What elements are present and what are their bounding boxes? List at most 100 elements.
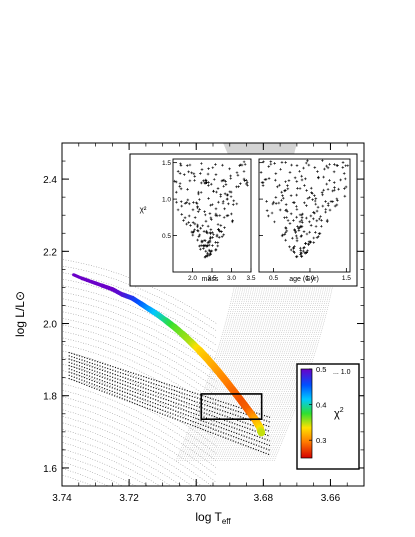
model-track-line: [239, 179, 314, 461]
inset-point: [307, 242, 310, 246]
inset-point: [321, 159, 324, 162]
colorbar-top-note: ... 1.0: [333, 369, 351, 376]
inset-point: [216, 244, 220, 248]
inset-point: [269, 160, 273, 163]
inset-point: [216, 241, 220, 245]
inset-point: [274, 202, 278, 205]
inset-point: [219, 224, 223, 227]
model-track-line: [193, 179, 269, 461]
inset-point: [324, 200, 327, 203]
model-track-line: [191, 179, 266, 461]
inset-point: [304, 177, 307, 181]
model-track-line: [241, 179, 317, 461]
inset-point: [294, 234, 298, 238]
colorbar-label: χ2: [334, 407, 344, 420]
inset-point: [284, 161, 287, 164]
inset-point: [228, 167, 231, 171]
inset-point: [218, 214, 222, 217]
inset-point: [191, 208, 195, 212]
inset-point: [207, 167, 210, 170]
inset-point: [223, 226, 226, 229]
model-track-line: [260, 179, 336, 461]
model-track-line: [62, 331, 217, 404]
model-track-line: [62, 285, 217, 353]
inset-point: [205, 244, 208, 248]
inset-point: [300, 225, 304, 228]
inset-point: [206, 231, 210, 235]
inset-point: [214, 207, 218, 211]
inset-point: [217, 228, 221, 231]
inset-point: [318, 232, 322, 235]
inset-point: [176, 208, 180, 212]
inset-point: [207, 243, 211, 247]
inset-point: [179, 187, 183, 191]
inset-point: [298, 226, 301, 230]
inset-point: [183, 202, 187, 205]
model-track-line: [269, 179, 345, 461]
model-track-line: [206, 179, 282, 461]
inset-point: [285, 210, 289, 213]
inset-point: [224, 179, 227, 183]
band-track: [68, 368, 271, 442]
inset-point: [199, 247, 202, 251]
colorbar-gradient: [300, 368, 313, 459]
inset-point: [290, 163, 293, 167]
inset-point: [292, 247, 295, 250]
inset-point: [196, 223, 200, 227]
inset-point: [201, 224, 205, 228]
inset-x-tick-label: 2.0: [188, 275, 197, 282]
inset-point: [211, 203, 214, 206]
inset-point: [328, 178, 331, 182]
inset-point: [244, 182, 248, 186]
inset-point: [245, 181, 249, 184]
inset-x-tick-label: 1.0: [305, 275, 314, 282]
inset-point: [304, 242, 307, 245]
inset-point: [195, 202, 199, 205]
inset-point: [212, 178, 216, 181]
inset-point: [230, 212, 233, 216]
inset-point: [178, 172, 182, 175]
inset-point: [199, 191, 203, 194]
inset-point: [283, 216, 286, 220]
inset-point: [212, 189, 215, 193]
inset-point: [298, 187, 302, 190]
inset-point: [231, 219, 234, 222]
inset-point: [267, 214, 270, 218]
inset-point: [289, 194, 293, 197]
inset-point: [174, 190, 178, 194]
inset-point: [305, 216, 308, 220]
inset-point: [295, 236, 299, 240]
inset-point: [320, 224, 323, 228]
model-track-line: [195, 179, 271, 461]
inset-point: [208, 231, 212, 234]
inset-point: [185, 201, 189, 204]
inset-age-frame: [258, 158, 351, 273]
inset-point: [192, 230, 196, 233]
inset-point: [280, 234, 284, 238]
inset-point: [339, 178, 342, 182]
inset-point: [313, 194, 316, 198]
inset-point: [246, 183, 249, 187]
x-tick-label: 3.68: [254, 493, 274, 504]
inset-age-ticks: [259, 162, 347, 272]
inset-point: [183, 216, 187, 220]
inset-point: [306, 249, 309, 253]
inset-point: [312, 236, 316, 240]
inset-point: [281, 196, 285, 200]
inset-point: [285, 216, 289, 219]
inset-point: [302, 246, 306, 249]
inset-point: [294, 230, 298, 233]
inset-point: [242, 177, 246, 181]
inset-point: [219, 193, 223, 197]
inset-age-x-tick-labels: 0.5 1.0 1.5: [269, 275, 351, 282]
inset-point: [343, 177, 347, 181]
inset-point: [295, 180, 299, 183]
inset-point: [298, 213, 302, 217]
inset-point: [198, 198, 201, 201]
inset-point: [196, 238, 199, 242]
inset-point: [300, 255, 303, 258]
inset-point: [175, 200, 178, 204]
inset-point: [221, 163, 224, 167]
inset-point: [315, 236, 319, 240]
inset-point: [270, 211, 274, 215]
